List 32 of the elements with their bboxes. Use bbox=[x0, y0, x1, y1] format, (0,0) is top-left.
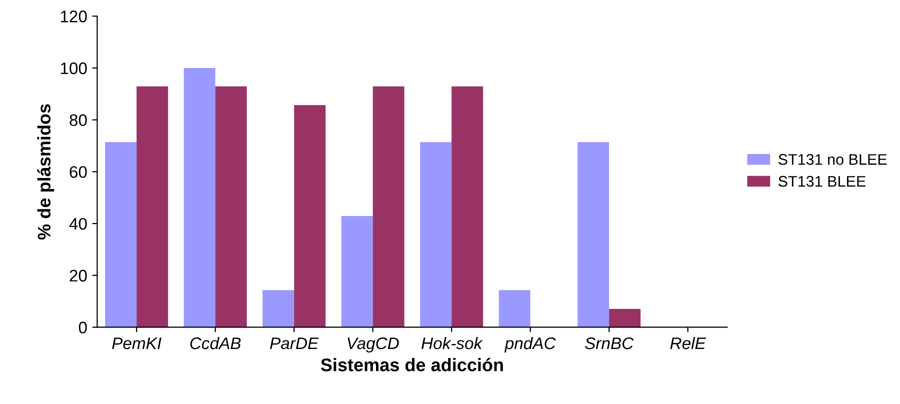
y-tick-label: 120 bbox=[60, 10, 87, 22]
y-tick-label: 60 bbox=[70, 166, 87, 178]
y-tick-label: 100 bbox=[60, 62, 87, 74]
bar bbox=[215, 86, 247, 328]
bar bbox=[184, 68, 216, 328]
x-tick-label: CcdAB bbox=[190, 336, 241, 350]
bar bbox=[294, 105, 326, 328]
x-tick-label: PemKI bbox=[112, 338, 162, 350]
bar bbox=[105, 142, 137, 328]
legend-label: ST131 BLEE bbox=[778, 176, 866, 187]
x-tick-label: Hok-sok bbox=[422, 336, 483, 350]
x-tick-label: RelE bbox=[670, 336, 706, 350]
x-axis-title: Sistemas de adicción bbox=[320, 358, 503, 372]
y-tick-label: 40 bbox=[69, 218, 87, 230]
bar bbox=[609, 308, 641, 328]
x-tick-label: VagCD bbox=[348, 337, 399, 352]
bar bbox=[452, 86, 484, 328]
bar bbox=[341, 216, 373, 328]
x-tick-label: ParDE bbox=[270, 338, 319, 350]
y-axis-title: % de plásmidos bbox=[37, 104, 54, 240]
bar bbox=[372, 86, 404, 328]
y-tick-label: 80 bbox=[70, 114, 87, 126]
bar bbox=[262, 290, 294, 328]
bar bbox=[420, 142, 452, 328]
x-tick-label: SrnBC bbox=[585, 337, 634, 350]
bar bbox=[578, 142, 610, 328]
x-tick-label: pndAC bbox=[504, 336, 556, 352]
bar bbox=[136, 86, 168, 328]
y-tick-label: 20 bbox=[70, 270, 87, 282]
legend-label: ST131 no BLEE bbox=[778, 154, 887, 165]
bar bbox=[498, 290, 530, 328]
y-tick-label: 0 bbox=[78, 322, 87, 334]
